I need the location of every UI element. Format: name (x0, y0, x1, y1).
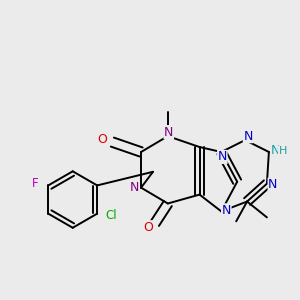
Text: N: N (164, 126, 173, 139)
Text: O: O (143, 221, 153, 234)
Text: N: N (271, 145, 280, 158)
Text: F: F (32, 177, 39, 190)
Text: N: N (218, 150, 227, 164)
Text: Cl: Cl (105, 209, 117, 222)
Text: N: N (222, 204, 231, 217)
Text: N: N (130, 181, 139, 194)
Text: H: H (279, 146, 287, 156)
Text: O: O (98, 133, 107, 146)
Text: N: N (268, 178, 278, 191)
Text: N: N (243, 130, 253, 142)
